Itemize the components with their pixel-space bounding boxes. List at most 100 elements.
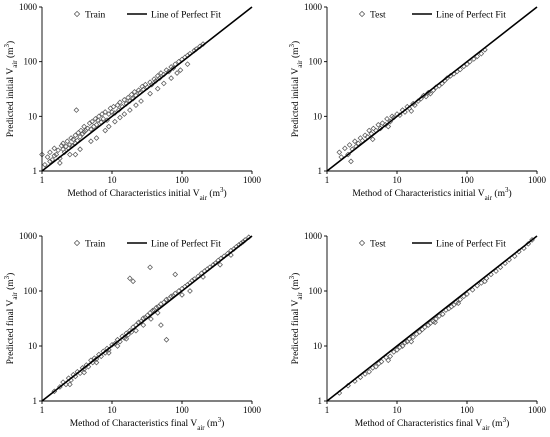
data-point [117, 114, 123, 121]
data-point [102, 127, 109, 134]
y-tick-label: 10 [28, 111, 38, 121]
data-point [88, 138, 94, 145]
y-tick-label: 1000 [304, 2, 323, 12]
legend-line-label: Line of Perfect Fit [151, 239, 221, 250]
data-point [73, 107, 80, 113]
data-point [93, 121, 100, 128]
data-point [163, 67, 170, 73]
y-tick-label: 100 [309, 57, 323, 67]
data-point [121, 111, 128, 117]
data-point [89, 118, 95, 125]
legend: Train Line of Perfect Fit [73, 10, 221, 21]
y-tick-label: 1 [318, 396, 323, 406]
data-point [369, 136, 376, 143]
data-point [373, 363, 379, 370]
data-point [397, 344, 403, 351]
y-tick-label: 10 [28, 341, 38, 351]
x-tick-label: 100 [175, 405, 189, 415]
y-axis-label: Predicted initial Vair (m3) [288, 41, 304, 137]
data-point [432, 319, 438, 326]
y-tick-label: 100 [24, 286, 38, 296]
y-tick-label: 10 [313, 341, 323, 351]
data-point [135, 87, 142, 94]
data-point [47, 158, 53, 165]
data-point [105, 123, 112, 130]
data-point [184, 61, 191, 67]
chart-panel-4: 1 10 100 1000 1 10 100 1000 Method of Characteri… [288, 231, 547, 432]
data-point [114, 102, 121, 109]
y-tick-label: 1000 [19, 231, 38, 241]
data-point [99, 111, 105, 117]
chart-panel-1: 1 10 100 1000 1 10 100 1000 Method of Characteri… [3, 2, 262, 202]
data-point [72, 151, 79, 158]
data-point [168, 75, 174, 81]
data-point [70, 136, 77, 143]
data-point [163, 336, 170, 343]
data-point [336, 149, 343, 156]
data-point [93, 135, 100, 141]
data-point [177, 67, 184, 73]
data-point [478, 50, 485, 57]
data-point [158, 322, 164, 328]
data-point [357, 135, 364, 141]
x-tick-label: 100 [460, 405, 474, 415]
x-axis-label: Method of Characteristics initial Vair (… [352, 186, 511, 202]
x-tick-label: 1 [40, 175, 45, 185]
data-point [53, 151, 60, 158]
x-tick-label: 10 [108, 175, 118, 185]
data-point [352, 138, 358, 145]
data-point [346, 142, 353, 148]
data-point [408, 108, 415, 114]
data-point [147, 264, 153, 271]
data-point [174, 70, 180, 76]
data-point [172, 271, 179, 278]
data-point [457, 296, 464, 303]
data-point [378, 358, 385, 365]
data-point [384, 116, 390, 122]
data-point [154, 85, 161, 92]
x-tick-label: 10 [108, 405, 118, 415]
data-point [436, 313, 442, 319]
perfect-fit-line [326, 235, 538, 402]
x-tick-label: 1 [325, 175, 330, 185]
data-point [387, 353, 394, 360]
data-point [125, 94, 131, 101]
data-point [399, 343, 406, 349]
data-point [81, 129, 87, 135]
y-tick-label: 100 [309, 286, 323, 296]
data-point [55, 147, 61, 154]
x-axis-label: Method of Characteristics final Vair (m3… [70, 416, 225, 432]
data-point [138, 98, 144, 104]
data-point [105, 350, 112, 356]
data-point [455, 300, 462, 307]
data-point [64, 138, 71, 145]
data-point [51, 152, 58, 159]
data-point [95, 117, 101, 124]
data-point [123, 336, 130, 342]
data-point [60, 140, 66, 147]
data-point [160, 80, 167, 87]
data-point [370, 125, 377, 132]
data-point [102, 109, 109, 115]
x-tick-label: 1000 [243, 405, 262, 415]
data-point [416, 329, 423, 335]
data-point [425, 322, 432, 328]
data-point [63, 143, 69, 150]
legend-diamond-icon [73, 239, 81, 247]
data-point [469, 287, 476, 293]
legend-line-label: Line of Perfect Fit [436, 239, 506, 250]
data-point [109, 109, 115, 115]
data-point [93, 356, 100, 362]
x-tick-label: 1000 [243, 175, 262, 185]
data-point [51, 145, 58, 152]
data-point [394, 347, 400, 353]
data-point [67, 151, 73, 158]
x-axis-label: Method of Characteristics initial Vair (… [67, 186, 226, 202]
legend-marker-label: Test [370, 11, 386, 21]
perfect-fit-line [41, 235, 253, 402]
data-point [44, 154, 51, 160]
x-tick-label: 1000 [528, 175, 547, 185]
data-point [163, 296, 170, 303]
data-point [93, 359, 100, 366]
data-point [410, 334, 416, 340]
